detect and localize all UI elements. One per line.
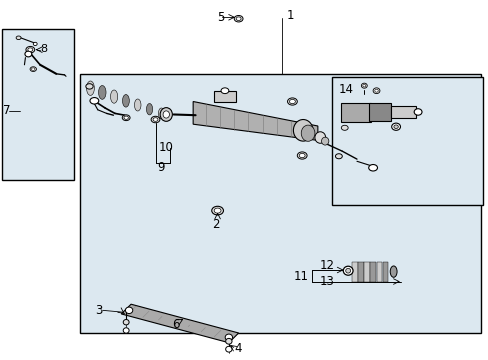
- Ellipse shape: [33, 42, 37, 46]
- Bar: [382, 262, 387, 282]
- Text: 3: 3: [95, 304, 102, 317]
- Ellipse shape: [110, 90, 118, 103]
- Ellipse shape: [361, 83, 366, 88]
- Ellipse shape: [225, 338, 231, 344]
- Ellipse shape: [393, 125, 397, 129]
- Polygon shape: [121, 304, 238, 343]
- Ellipse shape: [374, 89, 378, 92]
- Ellipse shape: [225, 346, 231, 352]
- Text: 11: 11: [293, 270, 308, 283]
- Ellipse shape: [125, 307, 133, 314]
- Ellipse shape: [321, 137, 328, 145]
- Ellipse shape: [31, 68, 35, 71]
- Text: 14: 14: [338, 83, 353, 96]
- Ellipse shape: [343, 266, 352, 275]
- Ellipse shape: [391, 123, 400, 130]
- Ellipse shape: [86, 81, 94, 95]
- Ellipse shape: [299, 153, 305, 158]
- Ellipse shape: [314, 132, 325, 143]
- Text: 13: 13: [319, 275, 334, 288]
- Ellipse shape: [236, 17, 241, 21]
- Ellipse shape: [98, 85, 106, 99]
- Ellipse shape: [153, 118, 158, 121]
- Ellipse shape: [122, 95, 129, 107]
- Ellipse shape: [123, 328, 129, 333]
- Text: 9: 9: [157, 161, 164, 174]
- Ellipse shape: [30, 67, 36, 71]
- Ellipse shape: [224, 334, 232, 341]
- Ellipse shape: [287, 98, 297, 105]
- Ellipse shape: [163, 111, 169, 118]
- Bar: [370, 262, 375, 282]
- Ellipse shape: [345, 269, 350, 273]
- Ellipse shape: [124, 116, 128, 120]
- Ellipse shape: [28, 48, 33, 51]
- Ellipse shape: [389, 266, 396, 277]
- Bar: [80, 74, 480, 333]
- Ellipse shape: [146, 104, 152, 115]
- Bar: [376, 262, 382, 282]
- Ellipse shape: [151, 116, 160, 123]
- Text: 10: 10: [159, 141, 173, 154]
- Ellipse shape: [221, 88, 228, 94]
- Ellipse shape: [16, 36, 21, 40]
- Ellipse shape: [301, 125, 314, 141]
- Polygon shape: [193, 102, 317, 140]
- Bar: [341, 103, 370, 122]
- Text: 2: 2: [211, 218, 219, 231]
- Text: 8: 8: [40, 44, 47, 54]
- Text: 6: 6: [172, 318, 179, 330]
- Bar: [357, 262, 363, 282]
- Ellipse shape: [134, 99, 141, 111]
- Bar: [390, 106, 415, 118]
- Ellipse shape: [211, 206, 223, 215]
- Ellipse shape: [341, 125, 347, 130]
- Ellipse shape: [85, 84, 93, 89]
- Text: 1: 1: [286, 9, 294, 22]
- Ellipse shape: [25, 51, 32, 57]
- Text: 12: 12: [319, 259, 334, 272]
- Ellipse shape: [123, 320, 129, 325]
- Ellipse shape: [90, 98, 99, 104]
- Ellipse shape: [26, 46, 35, 53]
- Bar: [331, 77, 482, 205]
- Ellipse shape: [293, 120, 312, 141]
- Ellipse shape: [160, 108, 172, 121]
- Ellipse shape: [335, 154, 342, 159]
- Text: 4: 4: [234, 342, 242, 355]
- Bar: [368, 103, 390, 121]
- Ellipse shape: [368, 165, 377, 171]
- Ellipse shape: [413, 109, 421, 115]
- Ellipse shape: [297, 152, 306, 159]
- Ellipse shape: [234, 15, 243, 22]
- Ellipse shape: [158, 108, 164, 119]
- Ellipse shape: [289, 99, 295, 104]
- Ellipse shape: [362, 85, 365, 87]
- Text: 5: 5: [217, 11, 224, 24]
- Text: 7: 7: [3, 104, 10, 117]
- Ellipse shape: [122, 115, 130, 121]
- Bar: [351, 262, 357, 282]
- Ellipse shape: [372, 88, 379, 94]
- Bar: [364, 262, 369, 282]
- Bar: [214, 91, 236, 102]
- Ellipse shape: [214, 208, 221, 213]
- Bar: [2, 29, 74, 180]
